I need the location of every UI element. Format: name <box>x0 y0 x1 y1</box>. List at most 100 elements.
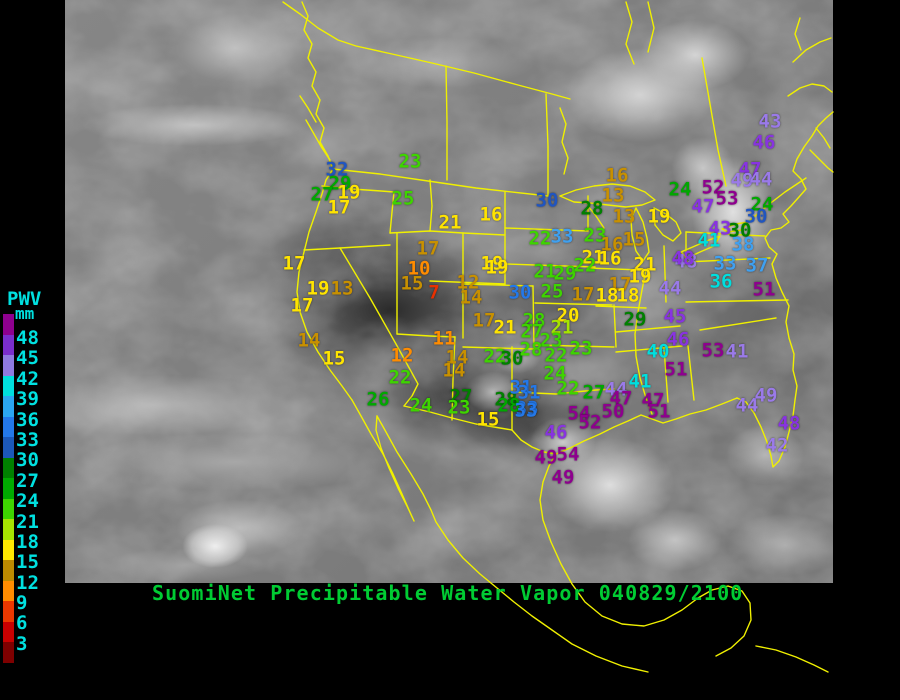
baja-mexico-coastline <box>351 399 829 673</box>
great-lakes <box>559 177 807 262</box>
station-pwv-value: 43 <box>708 217 732 240</box>
station-pwv-value: 25 <box>391 187 415 210</box>
station-pwv-value: 17 <box>472 309 496 332</box>
station-pwv-value: 19 <box>485 256 509 279</box>
station-pwv-value: 22 <box>483 345 507 368</box>
station-pwv-value: 14 <box>442 359 466 382</box>
station-pwv-value: 19 <box>337 181 361 204</box>
product-title: SuomiNet Precipitable Water Vapor 040829… <box>152 581 744 605</box>
station-pwv-value: 41 <box>725 340 749 363</box>
legend-label: 3 <box>16 632 28 655</box>
station-pwv-value: 13 <box>612 205 636 228</box>
legend-swatch <box>3 396 14 417</box>
station-pwv-value: 36 <box>709 270 733 293</box>
station-pwv-value: 16 <box>605 164 629 187</box>
station-pwv-value: 44 <box>749 168 773 191</box>
legend-swatch <box>3 416 14 437</box>
station-pwv-value: 50 <box>601 400 625 423</box>
station-pwv-value: 47 <box>609 387 633 410</box>
station-pwv-value: 46 <box>666 328 690 351</box>
station-pwv-value: 21 <box>533 260 557 283</box>
station-pwv-value: 30 <box>508 281 532 304</box>
station-pwv-value: 47 <box>738 158 762 181</box>
station-pwv-value: 21 <box>633 253 657 276</box>
station-pwv-value: 12 <box>456 271 480 294</box>
station-pwv-value: 28 <box>497 394 521 417</box>
station-pwv-value: 15 <box>322 347 346 370</box>
station-pwv-value: 17 <box>416 237 440 260</box>
station-pwv-value: 29 <box>328 172 352 195</box>
legend-swatch <box>3 498 14 519</box>
station-pwv-value: 13 <box>330 277 354 300</box>
station-pwv-value: 18 <box>616 284 640 307</box>
station-pwv-value: 27 <box>582 381 606 404</box>
legend-label: 9 <box>16 592 28 615</box>
station-pwv-value: 22 <box>544 344 568 367</box>
station-pwv-value: 33 <box>514 399 538 422</box>
station-pwv-value: 31 <box>517 381 541 404</box>
station-pwv-value: 33 <box>550 225 574 248</box>
station-pwv-value: 17 <box>282 252 306 275</box>
legend-label: 24 <box>16 490 39 513</box>
station-pwv-value: 49 <box>754 384 778 407</box>
station-pwv-value: 28 <box>522 309 546 332</box>
station-pwv-value: 44 <box>658 277 682 300</box>
station-pwv-value: 15 <box>400 272 424 295</box>
station-pwv-value: 19 <box>480 252 504 275</box>
station-pwv-value: 46 <box>752 131 776 154</box>
station-pwv-value: 15 <box>622 228 646 251</box>
legend-swatch <box>3 621 14 642</box>
station-pwv-value: 28 <box>580 197 604 220</box>
legend-label: 27 <box>16 469 39 492</box>
legend-swatch <box>3 457 14 478</box>
cloud-texture <box>65 0 833 583</box>
legend-label: 15 <box>16 551 39 574</box>
station-pwv-value: 14 <box>297 329 321 352</box>
station-pwv-value: 24 <box>409 394 433 417</box>
station-pwv-value: 22 <box>528 227 552 250</box>
station-pwv-value: 51 <box>647 400 671 423</box>
station-pwv-value: 21 <box>493 316 517 339</box>
legend-label: 42 <box>16 367 39 390</box>
station-pwv-value: 29 <box>623 308 647 331</box>
station-pwv-value: 46 <box>544 421 568 444</box>
legend-label: 18 <box>16 530 39 553</box>
station-pwv-value: 53 <box>701 339 725 362</box>
station-pwv-value: 26 <box>366 388 390 411</box>
station-pwv-value: 47 <box>641 389 665 412</box>
legend-labels: 48 45 42 39 36 33 30 27 24 21 18 15 12 9 6 3 <box>16 327 39 655</box>
station-pwv-value: 21 <box>550 316 574 339</box>
station-pwv-value: 41 <box>697 229 721 252</box>
pacific-coastline <box>296 1 353 401</box>
station-pwv-value: 30 <box>728 219 752 242</box>
station-pwv-value: 30 <box>535 189 559 212</box>
station-pwv-value: 51 <box>752 278 776 301</box>
station-pwv-value: 33 <box>515 397 539 420</box>
station-pwv-value: 16 <box>600 233 624 256</box>
station-pwv-value: 23 <box>569 337 593 360</box>
station-pwv-value: 27 <box>520 320 544 343</box>
legend-label: 39 <box>16 388 39 411</box>
station-pwv-value: 23 <box>447 396 471 419</box>
legend-label: 36 <box>16 408 39 431</box>
station-pwv-value: 29 <box>553 262 577 285</box>
station-pwv-value: 52 <box>701 176 725 199</box>
legend-swatch <box>3 314 14 335</box>
station-pwv-value: 25 <box>540 280 564 303</box>
legend-label: 48 <box>16 327 39 349</box>
station-pwv-value: 47 <box>691 195 715 218</box>
station-pwv-value: 48 <box>777 412 801 435</box>
station-pwv-value: 28 <box>494 388 518 411</box>
station-pwv-value: 53 <box>715 187 739 210</box>
legend-swatch <box>3 375 14 396</box>
station-pwv-value: 24 <box>668 178 692 201</box>
station-pwv-value: 23 <box>398 150 422 173</box>
legend-swatch <box>3 580 14 601</box>
legend-label: 12 <box>16 571 39 594</box>
legend-swatches <box>3 314 14 663</box>
station-pwv-value: 37 <box>745 254 769 277</box>
station-pwv-value: 32 <box>325 158 349 181</box>
legend-swatch <box>3 355 14 376</box>
canada-borders <box>282 1 727 197</box>
